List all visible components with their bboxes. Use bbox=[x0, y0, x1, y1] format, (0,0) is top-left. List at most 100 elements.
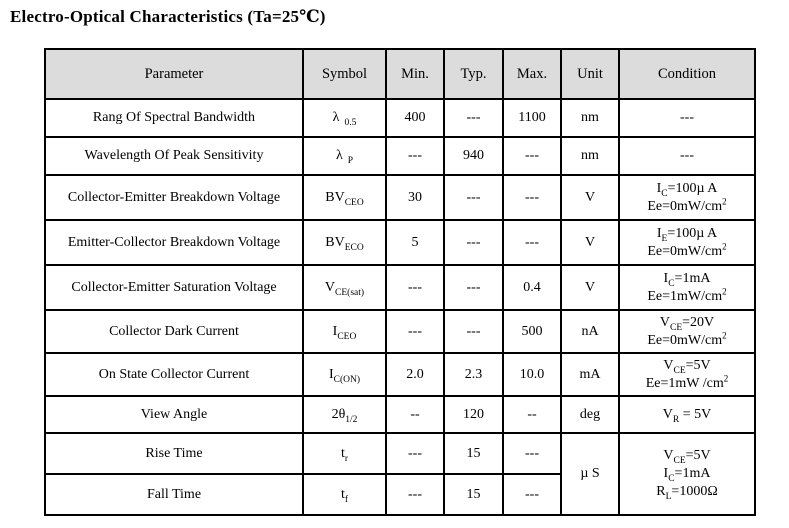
parameter-cell: Collector Dark Current bbox=[44, 309, 304, 354]
condition-cell: IC=1mA Ee=1mW/cm2 bbox=[618, 264, 756, 311]
max-cell: --- bbox=[502, 219, 562, 266]
symbol-cell: tf bbox=[302, 473, 387, 516]
unit-cell: V bbox=[560, 219, 620, 266]
symbol-cell: tr bbox=[302, 432, 387, 475]
max-cell: --- bbox=[502, 136, 562, 176]
table-row: Wavelength Of Peak Sensitivity λ P --- 940 --… bbox=[44, 136, 756, 176]
condition-line: Ee=0mW/cm2 bbox=[647, 329, 727, 348]
unit-cell: V bbox=[560, 174, 620, 221]
unit-cell: nA bbox=[560, 309, 620, 354]
condition-line: Ee=1mW/cm2 bbox=[647, 285, 727, 304]
condition-line: IC=1mA bbox=[663, 270, 711, 289]
symbol-subscript: 0.5 bbox=[344, 117, 357, 128]
table-row: Rise Time tr --- 15 --- µ S VCE=5V IC=1mA RL=100… bbox=[44, 432, 756, 516]
max-cell: -- bbox=[502, 395, 562, 434]
symbol-base: λ bbox=[335, 148, 343, 163]
typ-cell: --- bbox=[443, 264, 504, 311]
max-cell: --- bbox=[502, 432, 562, 475]
symbol-base: I bbox=[332, 323, 338, 339]
symbol-subscript: C(ON) bbox=[333, 374, 361, 385]
symbol-cell: BVCEO bbox=[302, 174, 387, 221]
header-min: Min. bbox=[385, 48, 445, 100]
condition-cell: VR = 5V bbox=[618, 395, 756, 434]
header-parameter: Parameter bbox=[44, 48, 304, 100]
parameter-cell: Collector-Emitter Saturation Voltage bbox=[44, 264, 304, 311]
min-cell: 400 bbox=[385, 98, 445, 138]
condition-line: VCE=5V bbox=[663, 357, 711, 376]
typ-cell: --- bbox=[443, 219, 504, 266]
condition-line: Ee=0mW/cm2 bbox=[647, 195, 727, 214]
condition-line: --- bbox=[680, 110, 694, 126]
unit-cell: µ S bbox=[560, 432, 620, 516]
unit-cell: nm bbox=[560, 136, 620, 176]
parameter-cell: Emitter-Collector Breakdown Voltage bbox=[44, 219, 304, 266]
min-cell: --- bbox=[385, 264, 445, 311]
symbol-cell: VCE(sat) bbox=[302, 264, 387, 311]
condition-line: --- bbox=[680, 148, 694, 164]
header-unit: Unit bbox=[560, 48, 620, 100]
header-max: Max. bbox=[502, 48, 562, 100]
min-cell: --- bbox=[385, 432, 445, 475]
header-row: Parameter Symbol Min. Typ. Max. Unit Con… bbox=[44, 48, 756, 100]
table-row: Rang Of Spectral Bandwidth λ 0.5 400 --- 1100… bbox=[44, 98, 756, 138]
symbol-subscript: f bbox=[344, 494, 349, 505]
symbol-base: BV bbox=[325, 189, 345, 205]
parameter-cell: Wavelength Of Peak Sensitivity bbox=[44, 136, 304, 176]
table-row: Collector Dark Current ICEO --- --- 500 nA VCE… bbox=[44, 309, 756, 354]
typ-cell: 2.3 bbox=[443, 352, 504, 397]
unit-cell: V bbox=[560, 264, 620, 311]
typ-cell: --- bbox=[443, 174, 504, 221]
typ-cell: 15 bbox=[443, 473, 504, 516]
parameter-cell: On State Collector Current bbox=[44, 352, 304, 397]
condition-line: Ee=1mW /cm2 bbox=[645, 372, 729, 391]
parameter-cell: Fall Time bbox=[44, 473, 304, 516]
min-cell: 2.0 bbox=[385, 352, 445, 397]
parameter-cell: View Angle bbox=[44, 395, 304, 434]
header-typ: Typ. bbox=[443, 48, 504, 100]
symbol-base: λ bbox=[332, 110, 340, 125]
symbol-cell: ICEO bbox=[302, 309, 387, 354]
condition-line: Ee=0mW/cm2 bbox=[647, 240, 727, 259]
condition-line: RL=1000Ω bbox=[656, 483, 718, 502]
condition-line: VCE=5V bbox=[663, 448, 711, 466]
min-cell: 5 bbox=[385, 219, 445, 266]
max-cell: 0.4 bbox=[502, 264, 562, 311]
typ-cell: --- bbox=[443, 309, 504, 354]
condition-cell: --- bbox=[618, 98, 756, 138]
parameter-cell: Collector-Emitter Breakdown Voltage bbox=[44, 174, 304, 221]
table-row: Fall Time tf --- 15 --- bbox=[44, 473, 755, 516]
symbol-base: V bbox=[324, 279, 336, 295]
symbol-cell: λ 0.5 bbox=[302, 98, 387, 138]
symbol-base: I bbox=[328, 366, 334, 382]
unit-cell: nm bbox=[560, 98, 620, 138]
max-cell: --- bbox=[502, 174, 562, 221]
condition-line: IE=100µ A bbox=[656, 225, 718, 244]
symbol-cell: BVECO bbox=[302, 219, 387, 266]
symbol-subscript: CE(sat) bbox=[335, 287, 365, 298]
symbol-subscript: r bbox=[344, 453, 349, 464]
max-cell: --- bbox=[502, 473, 562, 516]
min-cell: --- bbox=[385, 309, 445, 354]
symbol-base: t bbox=[340, 445, 345, 461]
symbol-base: t bbox=[340, 486, 345, 502]
unit-cell: mA bbox=[560, 352, 620, 397]
typ-cell: 120 bbox=[443, 395, 504, 434]
max-cell: 10.0 bbox=[502, 352, 562, 397]
unit-cell: deg bbox=[560, 395, 620, 434]
condition-cell: --- bbox=[618, 136, 756, 176]
typ-cell: 940 bbox=[443, 136, 504, 176]
condition-line: IC=100µ A bbox=[656, 180, 718, 199]
condition-cell: IC=100µ A Ee=0mW/cm2 bbox=[618, 174, 756, 221]
condition-line: IC=1mA bbox=[663, 466, 711, 484]
table-row: On State Collector Current IC(ON) 2.0 2.3 10… bbox=[44, 352, 756, 397]
table-body: Rang Of Spectral Bandwidth λ 0.5 400 --- 1100… bbox=[44, 98, 756, 516]
symbol-base: 2θ bbox=[331, 406, 346, 422]
symbol-subscript: 1/2 bbox=[345, 414, 358, 425]
table-row: View Angle 2θ1/2 -- 120 -- deg VR = 5V bbox=[44, 395, 756, 434]
condition-line: VCE=20V bbox=[659, 314, 715, 333]
max-cell: 1100 bbox=[502, 98, 562, 138]
symbol-subscript: CEO bbox=[344, 197, 364, 208]
parameter-cell: Rise Time bbox=[44, 432, 304, 475]
condition-line: VR = 5V bbox=[662, 406, 712, 425]
page-title: Electro-Optical Characteristics (Ta=25℃) bbox=[10, 7, 326, 26]
